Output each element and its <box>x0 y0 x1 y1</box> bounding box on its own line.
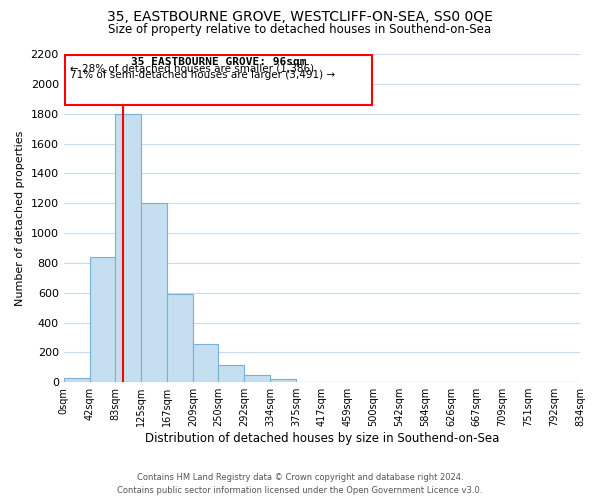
Text: 35 EASTBOURNE GROVE: 96sqm: 35 EASTBOURNE GROVE: 96sqm <box>131 57 306 67</box>
Text: 71% of semi-detached houses are larger (3,491) →: 71% of semi-detached houses are larger (… <box>70 70 335 80</box>
Text: 35, EASTBOURNE GROVE, WESTCLIFF-ON-SEA, SS0 0QE: 35, EASTBOURNE GROVE, WESTCLIFF-ON-SEA, … <box>107 10 493 24</box>
X-axis label: Distribution of detached houses by size in Southend-on-Sea: Distribution of detached houses by size … <box>145 432 499 445</box>
Text: Size of property relative to detached houses in Southend-on-Sea: Size of property relative to detached ho… <box>109 22 491 36</box>
Bar <box>89 257 115 382</box>
Bar <box>141 203 167 382</box>
Bar <box>167 294 193 382</box>
Bar <box>115 114 141 382</box>
Bar <box>244 376 271 382</box>
Text: ← 28% of detached houses are smaller (1,386): ← 28% of detached houses are smaller (1,… <box>70 64 314 74</box>
Bar <box>271 379 296 382</box>
FancyBboxPatch shape <box>65 54 372 106</box>
Bar <box>64 378 89 382</box>
Bar <box>193 344 218 382</box>
Y-axis label: Number of detached properties: Number of detached properties <box>15 130 25 306</box>
Text: Contains HM Land Registry data © Crown copyright and database right 2024.
Contai: Contains HM Land Registry data © Crown c… <box>118 474 482 495</box>
Bar <box>218 365 244 382</box>
